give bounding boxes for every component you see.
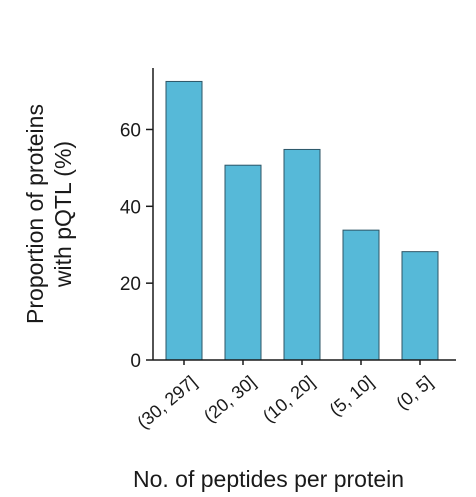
bar-4: [401, 251, 439, 361]
x-axis-title: No. of peptides per protein: [133, 466, 404, 492]
y-axis-title: Proportion of proteins with pQTL (%): [22, 104, 76, 324]
bar-1: [224, 164, 262, 361]
y-tick-label-3: 60: [120, 120, 141, 141]
y-ticks-group: 0 20 40 60: [120, 120, 153, 372]
x-tick-label-1: (20, 30]: [200, 372, 260, 427]
x-tick-label-0: (30, 297]: [133, 372, 200, 433]
bar-0: [165, 80, 203, 361]
y-tick-label-0: 0: [130, 351, 141, 372]
x-tick-labels-group: (30, 297] (20, 30] (10, 20] (5, 10] (0, 5]: [133, 360, 437, 433]
bars-group: [165, 80, 439, 361]
y-tick-label-1: 20: [120, 274, 141, 295]
y-axis-title-line-2: with pQTL (%): [50, 141, 76, 288]
y-axis-title-line-1: Proportion of proteins: [22, 104, 48, 324]
x-tick-label-2: (10, 20]: [259, 372, 319, 427]
x-tick-label-4: (0, 5]: [392, 372, 436, 414]
bar-3: [342, 229, 380, 361]
x-tick-label-3: (5, 10]: [326, 372, 378, 420]
y-tick-label-2: 40: [120, 197, 141, 218]
bar-2: [283, 148, 321, 361]
